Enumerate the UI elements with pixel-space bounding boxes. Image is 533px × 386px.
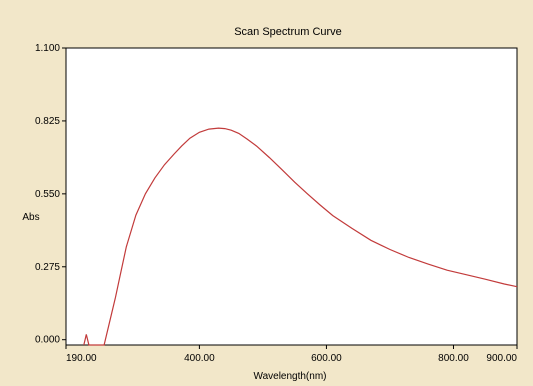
absorbance-curve [83, 127, 518, 346]
y-axis: 0.000 0.275 0.550 0.825 1.100 [35, 43, 66, 346]
y-tick-label: 1.100 [35, 43, 60, 54]
x-axis-label: Wavelength(nm) [254, 371, 327, 382]
x-tick-label: 900.00 [486, 353, 517, 364]
x-axis: 190.00 400.00 600.00 800.00 900.00 [65, 345, 518, 364]
y-tick-label: 0.550 [35, 189, 60, 200]
x-tick-label: 190.00 [66, 353, 97, 364]
y-tick-label: 0.275 [35, 262, 60, 273]
x-tick-label: 400.00 [184, 353, 215, 364]
x-tick-label: 800.00 [438, 353, 469, 364]
y-axis-label: Abs [22, 212, 39, 223]
chart-title: Scan Spectrum Curve [234, 26, 342, 38]
x-tick-label: 600.00 [311, 353, 342, 364]
y-tick-label: 0.000 [35, 335, 60, 346]
y-tick-label: 0.825 [35, 116, 60, 127]
plot-area [65, 47, 518, 346]
